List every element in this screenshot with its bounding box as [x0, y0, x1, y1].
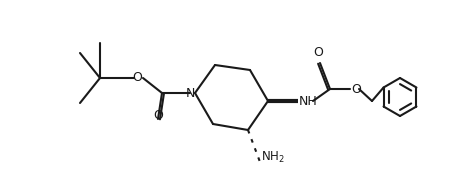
Text: O: O: [132, 70, 142, 83]
Text: NH: NH: [299, 95, 318, 107]
Text: O: O: [153, 109, 163, 122]
Text: NH$_2$: NH$_2$: [261, 150, 285, 165]
Text: N: N: [185, 87, 195, 100]
Text: O: O: [313, 46, 323, 59]
Text: O: O: [351, 83, 361, 95]
